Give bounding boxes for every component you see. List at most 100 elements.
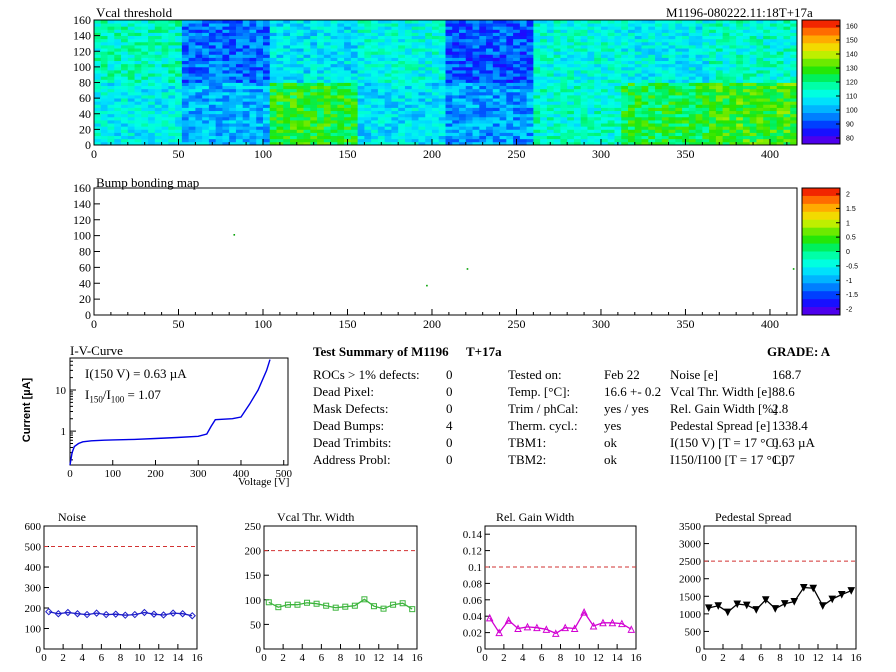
vcal-map-cell	[600, 79, 609, 83]
vcal-map-cell	[344, 135, 352, 140]
vcal-map-cell	[546, 135, 555, 140]
vcal-map-cell	[749, 48, 757, 52]
vcal-map-cell	[709, 91, 717, 96]
roc-plot-1-x-tick-label: 8	[338, 652, 344, 664]
vcal-map-cell	[425, 113, 433, 118]
vcal-map-cell	[715, 51, 724, 55]
vcal-map-cell	[668, 79, 676, 83]
iv-x-tick-label: 100	[104, 468, 121, 480]
vcal-map-cell	[121, 104, 129, 108]
vcal-map-cell	[702, 79, 710, 83]
vcal-map-cell	[628, 63, 636, 68]
vcal-map-cell	[648, 29, 656, 33]
vcal-map-cell	[560, 120, 568, 124]
vcal-map-cell	[323, 132, 331, 137]
vcal-map-cell	[269, 48, 277, 52]
vcal-map-cell	[222, 98, 230, 102]
roc-plot-0-y-tick-label: 600	[25, 521, 42, 533]
roc-plot-3-x-tick-label: 14	[832, 652, 844, 664]
vcal-map-cell	[344, 29, 352, 33]
vcal-map-cell	[249, 35, 257, 40]
vcal-map-cell	[337, 70, 345, 74]
vcal-map-cell	[276, 95, 284, 99]
vcal-map-y-tick-label: 20	[79, 122, 91, 136]
vcal-map-cell	[472, 41, 480, 46]
vcal-map-cell	[391, 113, 399, 118]
vcal-map-cell	[499, 132, 507, 137]
vcal-map-cell	[391, 126, 399, 130]
vcal-map-cell	[114, 91, 122, 96]
vcal-map-cell	[526, 70, 534, 74]
vcal-map-cell	[492, 135, 500, 140]
vcal-map-cell	[702, 51, 710, 55]
roc-plot-0-point	[73, 610, 82, 618]
vcal-map-cell	[323, 82, 331, 87]
vcal-map-cell	[479, 38, 487, 43]
vcal-map-cell	[492, 35, 500, 40]
vcal-map-cell	[749, 104, 757, 108]
vcal-map-cell	[553, 120, 561, 124]
vcal-map-cell	[573, 76, 582, 80]
summary-right-value: 88.6	[772, 384, 795, 399]
vcal-map-cell	[621, 85, 629, 90]
vcal-map-cell	[371, 107, 379, 112]
vcal-map-cell	[222, 141, 230, 146]
vcal-map-cell	[506, 66, 514, 71]
vcal-map-cell	[208, 66, 217, 71]
vcal-map-cell	[587, 82, 595, 87]
vcal-map-cell	[459, 76, 467, 80]
vcal-map-cell	[269, 113, 277, 118]
vcal-map-cell	[364, 60, 372, 65]
vcal-map-cell	[573, 85, 582, 90]
vcal-map-cell	[587, 123, 595, 127]
vcal-map-cell	[526, 57, 534, 62]
vcal-map-cell	[499, 20, 507, 24]
vcal-map-cell	[148, 123, 156, 127]
vcal-map-cell	[769, 57, 778, 62]
vcal-map-cell	[587, 66, 595, 71]
vcal-map-cell	[262, 35, 271, 40]
vcal-map-cell	[715, 82, 724, 87]
vcal-map-cell	[702, 101, 710, 105]
roc-plot-3-y-tick-label: 2000	[679, 574, 702, 586]
vcal-map-cell	[553, 85, 561, 90]
bump-map-x-tick-label: 150	[338, 317, 356, 330]
vcal-map-cell	[404, 123, 413, 127]
vcal-map-cell	[337, 98, 345, 102]
vcal-map-cell	[418, 129, 426, 133]
vcal-map-cell	[580, 57, 588, 62]
vcal-map-cell	[452, 38, 460, 43]
vcal-map-cell	[114, 79, 122, 83]
vcal-map-cell	[188, 41, 196, 46]
vcal-map-cell	[418, 138, 426, 143]
vcal-map-cell	[310, 76, 318, 80]
vcal-map-cell	[465, 141, 473, 146]
vcal-map-cell	[175, 41, 183, 46]
vcal-map-cell	[506, 120, 514, 124]
vcal-map-cell	[114, 120, 122, 124]
vcal-map-cell	[364, 54, 372, 58]
vcal-map-cell	[634, 32, 642, 37]
vcal-map-cell	[459, 29, 467, 33]
vcal-map-cell	[506, 85, 514, 90]
summary-right-value: 0.63 µA	[772, 435, 815, 450]
roc-plot-0-frame	[43, 525, 198, 650]
vcal-map-cell	[269, 51, 277, 55]
vcal-map-cell	[695, 101, 703, 105]
vcal-map-cell	[242, 126, 250, 130]
vcal-map-cell	[371, 141, 379, 146]
vcal-map-cell	[526, 88, 534, 93]
vcal-map-cell	[540, 38, 548, 43]
vcal-map-cell	[790, 45, 798, 49]
vcal-map-cell	[364, 138, 372, 143]
vcal-map-cell	[776, 98, 784, 102]
vcal-map-cell	[641, 95, 649, 99]
vcal-map-cell	[729, 20, 737, 24]
vcal-map-cell	[715, 95, 724, 99]
vcal-map-cell	[628, 35, 636, 40]
vcal-map-cell	[715, 60, 724, 65]
vcal-map-cell	[431, 113, 440, 118]
vcal-map-cell	[506, 91, 514, 96]
vcal-map-cell	[600, 132, 609, 137]
vcal-map-cell	[506, 54, 514, 58]
